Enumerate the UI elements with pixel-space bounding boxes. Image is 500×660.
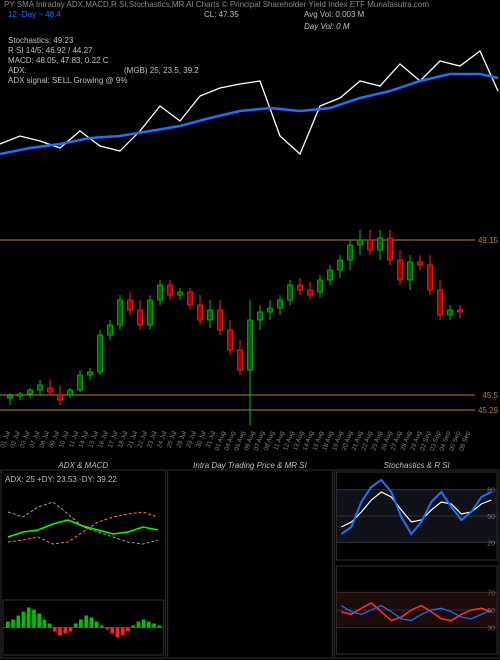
header-block: PY SMA Intraday ADX,MACD,R SI,Stochastic… xyxy=(0,0,500,10)
chart-root: PY SMA Intraday ADX,MACD,R SI,Stochastic… xyxy=(0,0,500,660)
svg-text:49.15: 49.15 xyxy=(478,236,499,245)
header-line1: PY SMA Intraday ADX,MACD,R SI,Stochastic… xyxy=(0,0,500,10)
hdr-avgvol: Avg Vol: 0.003 M xyxy=(300,10,368,20)
hdr-cl: CL: 47.35 xyxy=(200,10,243,20)
candlestick-panel: 49.1545.545.2901 Jul02 Jul03 Jul07 Jul08… xyxy=(0,200,500,460)
svg-text:50: 50 xyxy=(487,514,495,521)
hdr-12day: 12 -Day ~ 48.4 xyxy=(4,10,65,20)
svg-text:ADX: 25 +DY: 23.53 -DY: 39.22: ADX: 25 +DY: 23.53 -DY: 39.22 xyxy=(5,475,117,484)
svg-text:45.5: 45.5 xyxy=(482,391,498,400)
hdr-dayvol: Day Vol: 0 M xyxy=(300,22,354,32)
svg-text:30: 30 xyxy=(487,626,495,633)
svg-text:20: 20 xyxy=(487,540,495,547)
svg-text:Intra Day Trading Price & MR: Intra Day Trading Price & MR SI xyxy=(193,461,307,470)
price-sma-panel xyxy=(0,36,500,186)
indicator-panels: ADX & MACD Intra Day Trading Price & MR S… xyxy=(0,460,500,660)
svg-text:Stochastics & R SI: Stochastics & R SI xyxy=(384,461,451,470)
svg-text:70: 70 xyxy=(487,590,495,597)
svg-text:ADX & MACD: ADX & MACD xyxy=(57,461,108,470)
svg-text:45.29: 45.29 xyxy=(478,406,499,415)
